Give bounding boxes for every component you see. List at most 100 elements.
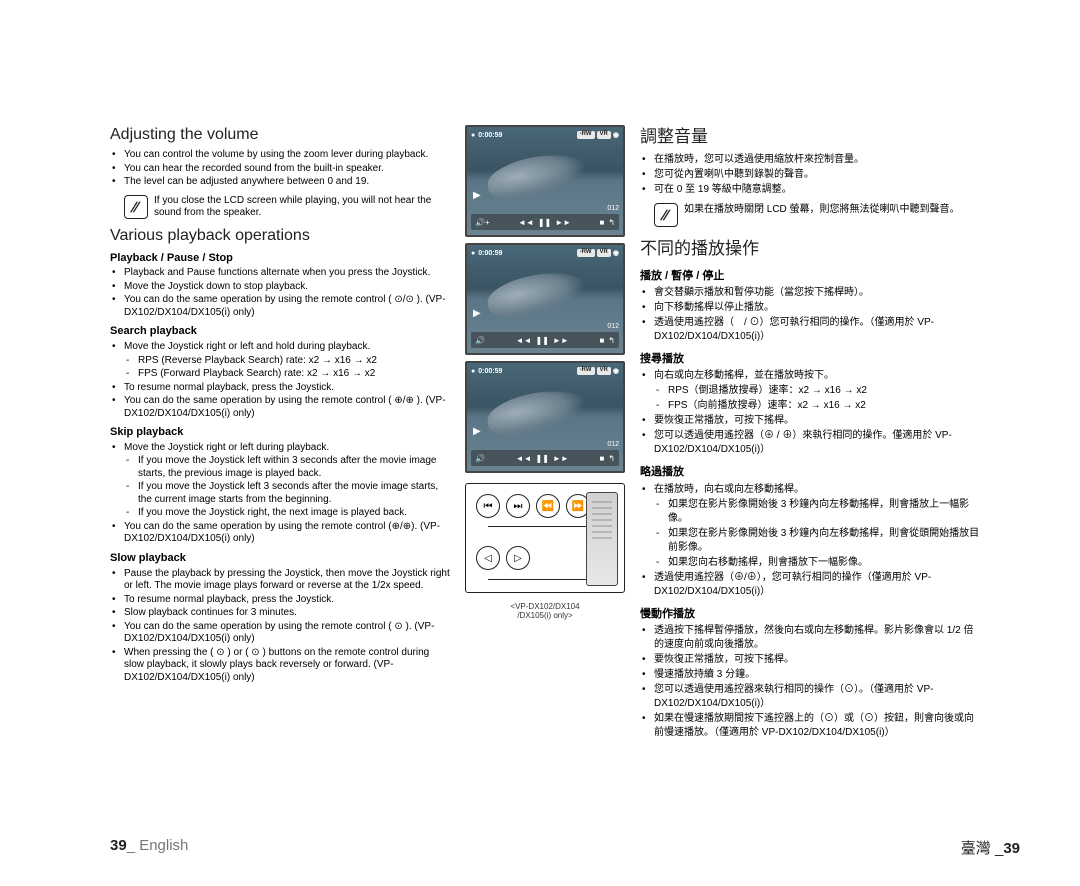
thumb-counter: 012 [471,323,619,330]
pause-icon: ❚❚ [536,454,549,463]
remote-btn-prev: ⏮ [476,494,500,518]
sub-heading-slow: Slow playback [110,552,450,566]
search-bullets: Move the Joystick right or left and hold… [110,341,450,354]
bullet: To resume normal playback, press the Joy… [124,382,450,395]
bullet: You can do the same operation by using t… [124,294,450,319]
thumb-bottombar: 012 🔊 ◄◄ ❚❚ ►► ■ ↰ [467,441,623,471]
play-indicator-icon: ▶ [473,426,481,437]
bullet: Move the Joystick right or left during p… [124,442,450,455]
bullet: You can do the same operation by using t… [124,395,450,420]
thumb-time: 0:00:59 [478,250,502,257]
screenshot-thumbnail-3: ● 0:00:59 -RW VR ◉ ▶ 012 🔊 ◄◄ ❚❚ ►► ■ [465,361,625,473]
sub-heading-pps: Playback / Pause / Stop [110,252,450,266]
stop-icon: ■ [599,454,604,463]
forward-icon: ►► [555,218,571,227]
remote-diagram: ⏮ ⏭ ⏪ ⏩ ◁ ▷ [465,483,625,593]
bullet: 慢速播放持續 3 分鐘。 [654,668,980,682]
bullet: You can do the same operation by using t… [124,621,450,646]
page-number-zh: 39 [1003,840,1020,857]
remote-btn-next: ⏭ [506,494,530,518]
note-text-zh: 如果在播放時關閉 LCD 螢幕，則您將無法從喇叭中聽到聲音。 [684,203,980,217]
connector-line [488,579,588,580]
sub-bullet: FPS (Forward Playback Search) rate: x2 →… [138,368,450,381]
skip-bullets: Move the Joystick right or left during p… [110,442,450,455]
heading-adjusting-volume-zh: 調整音量 [640,125,980,149]
pps-bullets: Playback and Pause functions alternate w… [110,267,450,319]
sub-bullet: 如果您向右移動搖桿，則會播放下一幅影像。 [668,556,980,570]
vol-icon: 🔊 [475,454,485,463]
search-bullets-zh: 向右或向左移動搖桿，並在播放時按下。 [640,369,980,383]
skip-sub: If you move the Joystick left within 3 s… [110,455,450,520]
bullet: 在播放時，向右或向左移動搖桿。 [654,483,980,497]
bullet: 您可從內置喇叭中聽到錄製的聲音。 [654,168,980,182]
return-icon: ↰ [608,218,615,227]
skip-bullets2: You can do the same operation by using t… [110,521,450,546]
vr-badge: VR [597,131,611,139]
lang-en: English [139,837,188,854]
rw-badge: -RW [577,249,595,257]
return-icon: ↰ [608,454,615,463]
bullet: 您可以透過使用遙控器來執行相同的操作（⊙）。（僅適用於 VP-DX102/DX1… [654,683,980,711]
bullet: The level can be adjusted anywhere betwe… [124,176,450,189]
record-dot-icon: ● [471,132,475,139]
connector-line [488,526,588,527]
slow-bullets-zh: 透過按下搖桿暫停播放，然後向右或向左移動搖桿。影片影像會以 1/2 倍的速度向前… [640,624,980,740]
bullet: 會交替顯示播放和暫停功能（當您按下搖桿時）。 [654,286,980,300]
rw-badge: -RW [577,367,595,375]
volume-bullets: You can control the volume by using the … [110,149,450,189]
bullet: You can hear the recorded sound from the… [124,163,450,176]
sub-heading-search-zh: 搜尋播放 [640,352,980,367]
search-bullets2: To resume normal playback, press the Joy… [110,382,450,421]
sub-bullet: FPS（向前播放搜尋）速率：x2 → x16 → x2 [668,399,980,413]
note-box: If you close the LCD screen while playin… [110,195,450,220]
left-column: Adjusting the volume You can control the… [110,125,450,845]
bullet: 您可以透過使用遙控器（⊕ / ⊕）來執行相同的操作。僅適用於 VP-DX102/… [654,429,980,457]
screenshot-thumbnail-2: ● 0:00:59 -RW VR ◉ ▶ 012 🔊 ◄◄ ❚❚ ►► ■ [465,243,625,355]
sub-bullet: RPS（倒退播放搜尋）速率：x2 → x16 → x2 [668,384,980,398]
rewind-icon: ◄◄ [518,218,534,227]
sub-heading-search: Search playback [110,325,450,339]
bullet: 透過按下搖桿暫停播放，然後向右或向左移動搖桿。影片影像會以 1/2 倍的速度向前… [654,624,980,652]
sub-bullet: If you move the Joystick right, the next… [138,507,450,520]
play-indicator-icon: ▶ [473,190,481,201]
disc-icon: ◉ [613,131,619,139]
note-icon [124,195,148,219]
bullet: 要恢復正常播放，可按下搖桿。 [654,414,980,428]
note-box-zh: 如果在播放時關閉 LCD 螢幕，則您將無法從喇叭中聽到聲音。 [640,203,980,227]
sub-bullet: 如果您在影片影像開始後 3 秒鐘內向左移動搖桿，則會播放上一幅影像。 [668,498,980,526]
record-dot-icon: ● [471,250,475,257]
dolphin-image [484,385,589,442]
skip-bullets-zh: 在播放時，向右或向左移動搖桿。 [640,483,980,497]
remote-btn-rew: ⏪ [536,494,560,518]
sub-bullet: If you move the Joystick left 3 seconds … [138,481,450,506]
remote-caption: <VP-DX102/DX104 /DX105(i) only> [510,602,579,620]
heading-playback-ops-zh: 不同的播放操作 [640,237,980,261]
pause-icon: ❚❚ [536,336,549,345]
disc-icon: ◉ [613,367,619,375]
bullet: Pause the playback by pressing the Joyst… [124,568,450,593]
record-dot-icon: ● [471,368,475,375]
bullet: 向右或向左移動搖桿，並在播放時按下。 [654,369,980,383]
dolphin-image [484,267,589,324]
page-footer: 39_ English 臺灣 _39 [110,837,1020,858]
bullet: 透過使用遙控器（ / ⊙）您可執行相同的操作。（僅適用於 VP-DX102/DX… [654,316,980,344]
disc-icon: ◉ [613,249,619,257]
lang-zh: 臺灣 [961,840,991,857]
search-sub-zh: RPS（倒退播放搜尋）速率：x2 → x16 → x2 FPS（向前播放搜尋）速… [640,384,980,413]
thumb-time: 0:00:59 [478,368,502,375]
thumb-counter: 012 [471,205,619,212]
skip-sub-zh: 如果您在影片影像開始後 3 秒鐘內向左移動搖桿，則會播放上一幅影像。 如果您在影… [640,498,980,570]
bullet: 如果在慢速播放期間按下遙控器上的（⊙）或（⊙）按鈕，則會向後或向前慢速播放。（僅… [654,712,980,740]
thumb-bottombar: 012 🔊 ◄◄ ❚❚ ►► ■ ↰ [467,323,623,353]
bullet: 要恢復正常播放，可按下搖桿。 [654,653,980,667]
pause-icon: ❚❚ [538,218,551,227]
page-number-en: 39 [110,837,127,854]
thumb-time: 0:00:59 [478,132,502,139]
skip-bullets2-zh: 透過使用遙控器（⊕/⊕），您可執行相同的操作（僅適用於 VP-DX102/DX1… [640,571,980,599]
search-bullets2-zh: 要恢復正常播放，可按下搖桿。 您可以透過使用遙控器（⊕ / ⊕）來執行相同的操作… [640,414,980,457]
stop-icon: ■ [599,336,604,345]
rewind-icon: ◄◄ [516,336,532,345]
bullet: 在播放時，您可以透過使用縮放杆來控制音量。 [654,153,980,167]
vr-badge: VR [597,367,611,375]
sub-bullet: If you move the Joystick left within 3 s… [138,455,450,480]
